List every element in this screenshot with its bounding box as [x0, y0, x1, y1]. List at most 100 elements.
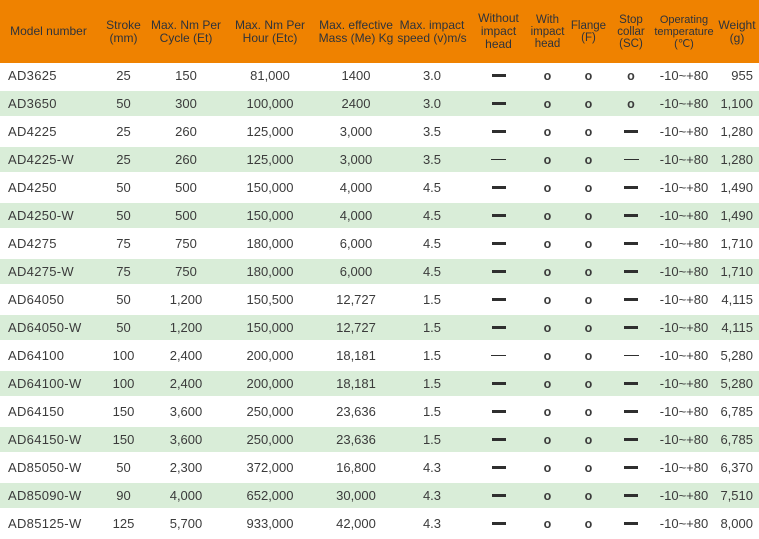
cell-flange: o [568, 231, 609, 259]
cell-model: AD4250 [0, 175, 97, 203]
cell-stroke: 25 [97, 119, 150, 147]
cell-weight: 8,000 [715, 511, 759, 539]
dash-mark [491, 102, 506, 106]
cell-model: AD4250-W [0, 203, 97, 231]
column-header-flange: Flange (F) [568, 0, 609, 63]
cell-stroke: 50 [97, 203, 150, 231]
cell-hour: 200,000 [222, 343, 318, 371]
cell-stroke: 100 [97, 371, 150, 399]
cell-mass: 3,000 [318, 147, 394, 175]
column-header-with: With impact head [527, 0, 568, 63]
cell-flange: o [568, 175, 609, 203]
cell-with: o [527, 399, 568, 427]
cell-model: AD4275-W [0, 259, 97, 287]
dash-mark [491, 326, 506, 330]
cell-model: AD64150 [0, 399, 97, 427]
cell-temp: -10~+80 [653, 343, 715, 371]
cell-without [470, 455, 527, 483]
dash-mark [491, 382, 506, 386]
dash-mark [491, 494, 506, 498]
cell-cycle: 1,200 [150, 287, 222, 315]
cell-stop [609, 203, 653, 231]
cell-hour: 125,000 [222, 147, 318, 175]
dash-mark [623, 355, 639, 357]
cell-without [470, 427, 527, 455]
dash-mark [491, 298, 506, 302]
cell-weight: 1,490 [715, 203, 759, 231]
cell-hour: 150,000 [222, 175, 318, 203]
cell-cycle: 260 [150, 147, 222, 175]
cell-with: o [527, 371, 568, 399]
table-row: AD85125-W 125 5,700 933,000 42,000 4.3 o o -10~+… [0, 511, 759, 539]
column-header-stop: Stop collar (SC) [609, 0, 653, 63]
cell-stop [609, 511, 653, 539]
cell-flange: o [568, 455, 609, 483]
cell-with: o [527, 119, 568, 147]
cell-temp: -10~+80 [653, 119, 715, 147]
cell-stroke: 50 [97, 175, 150, 203]
cell-without [470, 231, 527, 259]
cell-stop [609, 455, 653, 483]
cell-model: AD64050-W [0, 315, 97, 343]
cell-cycle: 260 [150, 119, 222, 147]
cell-hour: 125,000 [222, 119, 318, 147]
cell-stop [609, 231, 653, 259]
cell-hour: 933,000 [222, 511, 318, 539]
cell-stroke: 150 [97, 399, 150, 427]
dash-mark [624, 298, 638, 302]
cell-speed: 1.5 [394, 343, 470, 371]
cell-with: o [527, 147, 568, 175]
cell-flange: o [568, 483, 609, 511]
cell-stroke: 100 [97, 343, 150, 371]
cell-stop [609, 147, 653, 175]
cell-weight: 4,115 [715, 287, 759, 315]
cell-temp: -10~+80 [653, 91, 715, 119]
cell-flange: o [568, 399, 609, 427]
cell-model: AD85050-W [0, 455, 97, 483]
cell-without [470, 63, 527, 91]
cell-temp: -10~+80 [653, 371, 715, 399]
cell-hour: 180,000 [222, 231, 318, 259]
cell-weight: 1,100 [715, 91, 759, 119]
cell-mass: 18,181 [318, 343, 394, 371]
cell-with: o [527, 427, 568, 455]
cell-cycle: 750 [150, 231, 222, 259]
table-row: AD64100 100 2,400 200,000 18,181 1.5 o o -10~+80… [0, 343, 759, 371]
cell-model: AD64100-W [0, 371, 97, 399]
cell-with: o [527, 175, 568, 203]
cell-mass: 1400 [318, 63, 394, 91]
table-header: Model number Stroke (mm) Max. Nm Per Cycle… [0, 0, 759, 63]
cell-hour: 200,000 [222, 371, 318, 399]
column-header-weight: Weight (g) [715, 0, 759, 63]
cell-with: o [527, 63, 568, 91]
cell-flange: o [568, 147, 609, 175]
cell-flange: o [568, 511, 609, 539]
dash-mark [491, 214, 506, 218]
cell-stop [609, 287, 653, 315]
column-header-cycle: Max. Nm Per Cycle (Et) [150, 0, 222, 63]
table-row: AD4250-W 50 500 150,000 4,000 4.5 o o -10~+80 1,4… [0, 203, 759, 231]
dash-mark [624, 382, 638, 386]
cell-temp: -10~+80 [653, 231, 715, 259]
cell-without [470, 343, 527, 371]
cell-hour: 150,000 [222, 315, 318, 343]
dash-mark [491, 242, 506, 246]
dash-mark [624, 522, 638, 526]
cell-speed: 4.5 [394, 203, 470, 231]
cell-speed: 3.5 [394, 147, 470, 175]
table-row: AD64050 50 1,200 150,500 12,727 1.5 o o -10~+80 4… [0, 287, 759, 315]
cell-stop: o [609, 63, 653, 91]
cell-with: o [527, 91, 568, 119]
cell-speed: 4.3 [394, 511, 470, 539]
cell-weight: 6,785 [715, 399, 759, 427]
cell-model: AD4225-W [0, 147, 97, 175]
cell-temp: -10~+80 [653, 399, 715, 427]
cell-without [470, 119, 527, 147]
dash-mark [491, 130, 506, 134]
column-header-without: Without impact head [470, 0, 527, 63]
cell-mass: 4,000 [318, 203, 394, 231]
table-row: AD4275-W 75 750 180,000 6,000 4.5 o o -10~+80 1,7… [0, 259, 759, 287]
cell-temp: -10~+80 [653, 259, 715, 287]
cell-mass: 42,000 [318, 511, 394, 539]
dash-mark [491, 466, 506, 470]
